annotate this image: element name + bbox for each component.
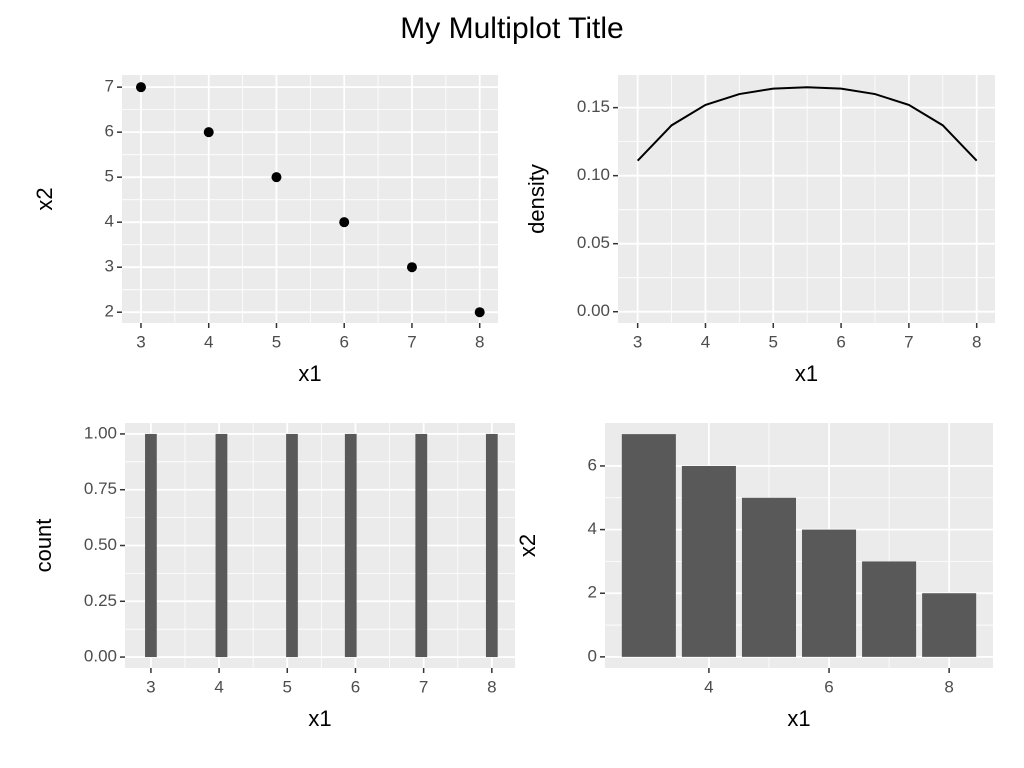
bar bbox=[802, 529, 857, 657]
y-tick-label: 0.05 bbox=[577, 233, 610, 252]
x-tick-label: 3 bbox=[146, 677, 155, 696]
y-axis-label: x2 bbox=[515, 534, 540, 557]
y-tick-label: 0.25 bbox=[84, 591, 117, 610]
point bbox=[474, 307, 485, 318]
x-tick-label: 5 bbox=[283, 677, 292, 696]
x-tick-label: 4 bbox=[704, 677, 713, 696]
x-tick-label: 4 bbox=[214, 677, 223, 696]
histogram-bar bbox=[344, 433, 357, 658]
y-tick-label: 0.10 bbox=[577, 165, 610, 184]
point bbox=[406, 262, 417, 273]
x-tick-label: 7 bbox=[407, 332, 416, 351]
y-tick-label: 7 bbox=[105, 77, 114, 96]
bar bbox=[681, 465, 736, 657]
x-axis-label: x1 bbox=[787, 706, 810, 731]
point bbox=[271, 172, 282, 183]
y-axis-label: x2 bbox=[32, 187, 57, 210]
y-tick-label: 0.50 bbox=[84, 535, 117, 554]
x-tick-label: 5 bbox=[272, 332, 281, 351]
y-tick-label: 5 bbox=[105, 167, 114, 186]
x-tick-label: 4 bbox=[204, 332, 213, 351]
x-tick-label: 8 bbox=[487, 677, 496, 696]
bar bbox=[621, 434, 676, 657]
y-tick-label: 4 bbox=[588, 519, 597, 538]
x-tick-label: 3 bbox=[136, 332, 145, 351]
bar bbox=[741, 497, 796, 657]
y-tick-label: 2 bbox=[588, 583, 597, 602]
y-tick-label: 6 bbox=[105, 122, 114, 141]
histogram-bar bbox=[145, 433, 157, 658]
y-axis-label: count bbox=[31, 519, 56, 573]
panel-background bbox=[618, 75, 995, 323]
x-tick-label: 8 bbox=[944, 677, 953, 696]
density-line bbox=[636, 86, 978, 162]
histogram-bar bbox=[415, 433, 428, 658]
x-tick-label: 5 bbox=[769, 332, 778, 351]
point bbox=[339, 217, 350, 228]
x-tick-label: 8 bbox=[475, 332, 484, 351]
x-tick-label: 3 bbox=[633, 332, 642, 351]
x-tick-label: 7 bbox=[904, 332, 913, 351]
x-tick-label: 6 bbox=[351, 677, 360, 696]
page-title: My Multiplot Title bbox=[400, 12, 623, 45]
x-tick-label: 6 bbox=[836, 332, 845, 351]
x-tick-label: 6 bbox=[339, 332, 348, 351]
y-tick-label: 0.00 bbox=[577, 301, 610, 320]
x-axis-label: x1 bbox=[308, 706, 331, 731]
y-tick-label: 6 bbox=[588, 455, 597, 474]
y-tick-label: 0.75 bbox=[84, 479, 117, 498]
y-tick-label: 2 bbox=[105, 302, 114, 321]
x-tick-label: 7 bbox=[419, 677, 428, 696]
x-axis-label: x1 bbox=[298, 361, 321, 386]
histogram-bar bbox=[485, 433, 498, 658]
histogram-bar bbox=[215, 433, 228, 658]
bar bbox=[922, 593, 977, 657]
x-tick-label: 4 bbox=[701, 332, 710, 351]
y-tick-label: 4 bbox=[105, 212, 114, 231]
y-tick-label: 3 bbox=[105, 257, 114, 276]
x-tick-label: 8 bbox=[972, 332, 981, 351]
y-tick-label: 0 bbox=[588, 646, 597, 665]
y-axis-label: density bbox=[524, 164, 549, 234]
histogram-bar bbox=[286, 433, 298, 658]
point bbox=[135, 82, 146, 93]
y-tick-label: 0.15 bbox=[577, 97, 610, 116]
bar bbox=[862, 561, 917, 657]
x-tick-label: 6 bbox=[824, 677, 833, 696]
point bbox=[203, 127, 214, 138]
y-tick-label: 0.00 bbox=[84, 647, 117, 666]
y-tick-label: 1.00 bbox=[84, 423, 117, 442]
x-axis-label: x1 bbox=[795, 361, 818, 386]
